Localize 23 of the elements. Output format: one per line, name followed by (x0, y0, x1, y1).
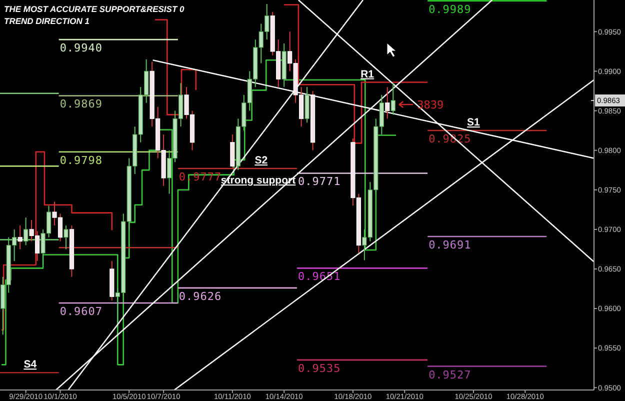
data-label: 0.9607 (60, 304, 103, 318)
data-label: 0.9626 (178, 290, 222, 303)
data-label: 0.9535 (298, 362, 341, 375)
annotation: R1 (360, 68, 374, 80)
text: THE MOST ACCURATE SUPPORT&RESIST 0 (4, 4, 185, 14)
data-label: 0.9527 (428, 368, 472, 382)
data-label: 0.9691 (428, 238, 472, 252)
text: TREND DIRECTION 1 (4, 16, 90, 26)
candlestick (18, 224, 22, 250)
annotation: S4 (24, 358, 37, 371)
data-label: 0.9989 (428, 2, 472, 16)
annotation: S1 (467, 116, 480, 129)
annotation: S2 (254, 154, 268, 166)
candlestick (64, 224, 68, 250)
annotation: 3839 (417, 98, 444, 112)
data-label: 0.9771 (298, 175, 341, 188)
data-label: 0.9940 (60, 42, 103, 55)
data-label: 0.9869 (60, 98, 103, 111)
data-label: 0.9798 (60, 154, 103, 167)
candlestick (230, 134, 235, 168)
candlestick (304, 86, 310, 124)
candlestick (390, 82, 396, 116)
candlestick (385, 86, 390, 120)
